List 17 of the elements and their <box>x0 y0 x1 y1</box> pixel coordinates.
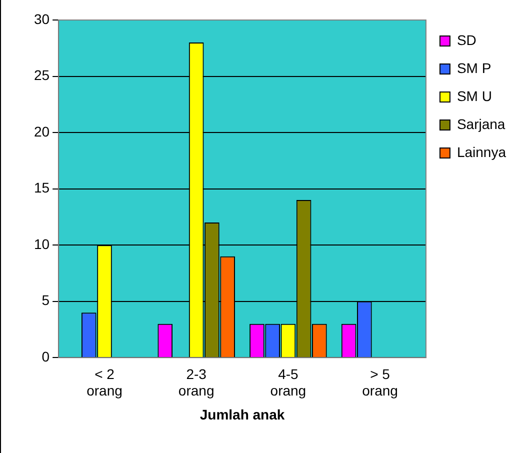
x-tick-label: 4-5 orang <box>270 366 306 399</box>
y-tick-label: 15 <box>34 180 50 196</box>
legend-label: SD <box>456 32 476 48</box>
x-tick-label: > 5 orang <box>362 366 398 399</box>
y-tick-label: 30 <box>34 10 50 27</box>
y-tick-label: 25 <box>34 67 50 84</box>
x-tick-label: < 2 orang <box>86 366 122 399</box>
legend-label: Lainnya <box>456 144 506 160</box>
x-axis-title: Jumlah anak <box>200 406 285 422</box>
legend-label: Sarjana <box>456 116 506 132</box>
y-tick-label: 5 <box>42 292 50 308</box>
legend-label: SM U <box>456 88 492 104</box>
y-tick-label: 0 <box>42 348 50 364</box>
y-tick-label: 10 <box>34 236 50 252</box>
legend-label: SM P <box>456 60 492 76</box>
y-tick-label: 20 <box>34 123 50 140</box>
x-tick-label: 2-3 orang <box>178 366 214 399</box>
